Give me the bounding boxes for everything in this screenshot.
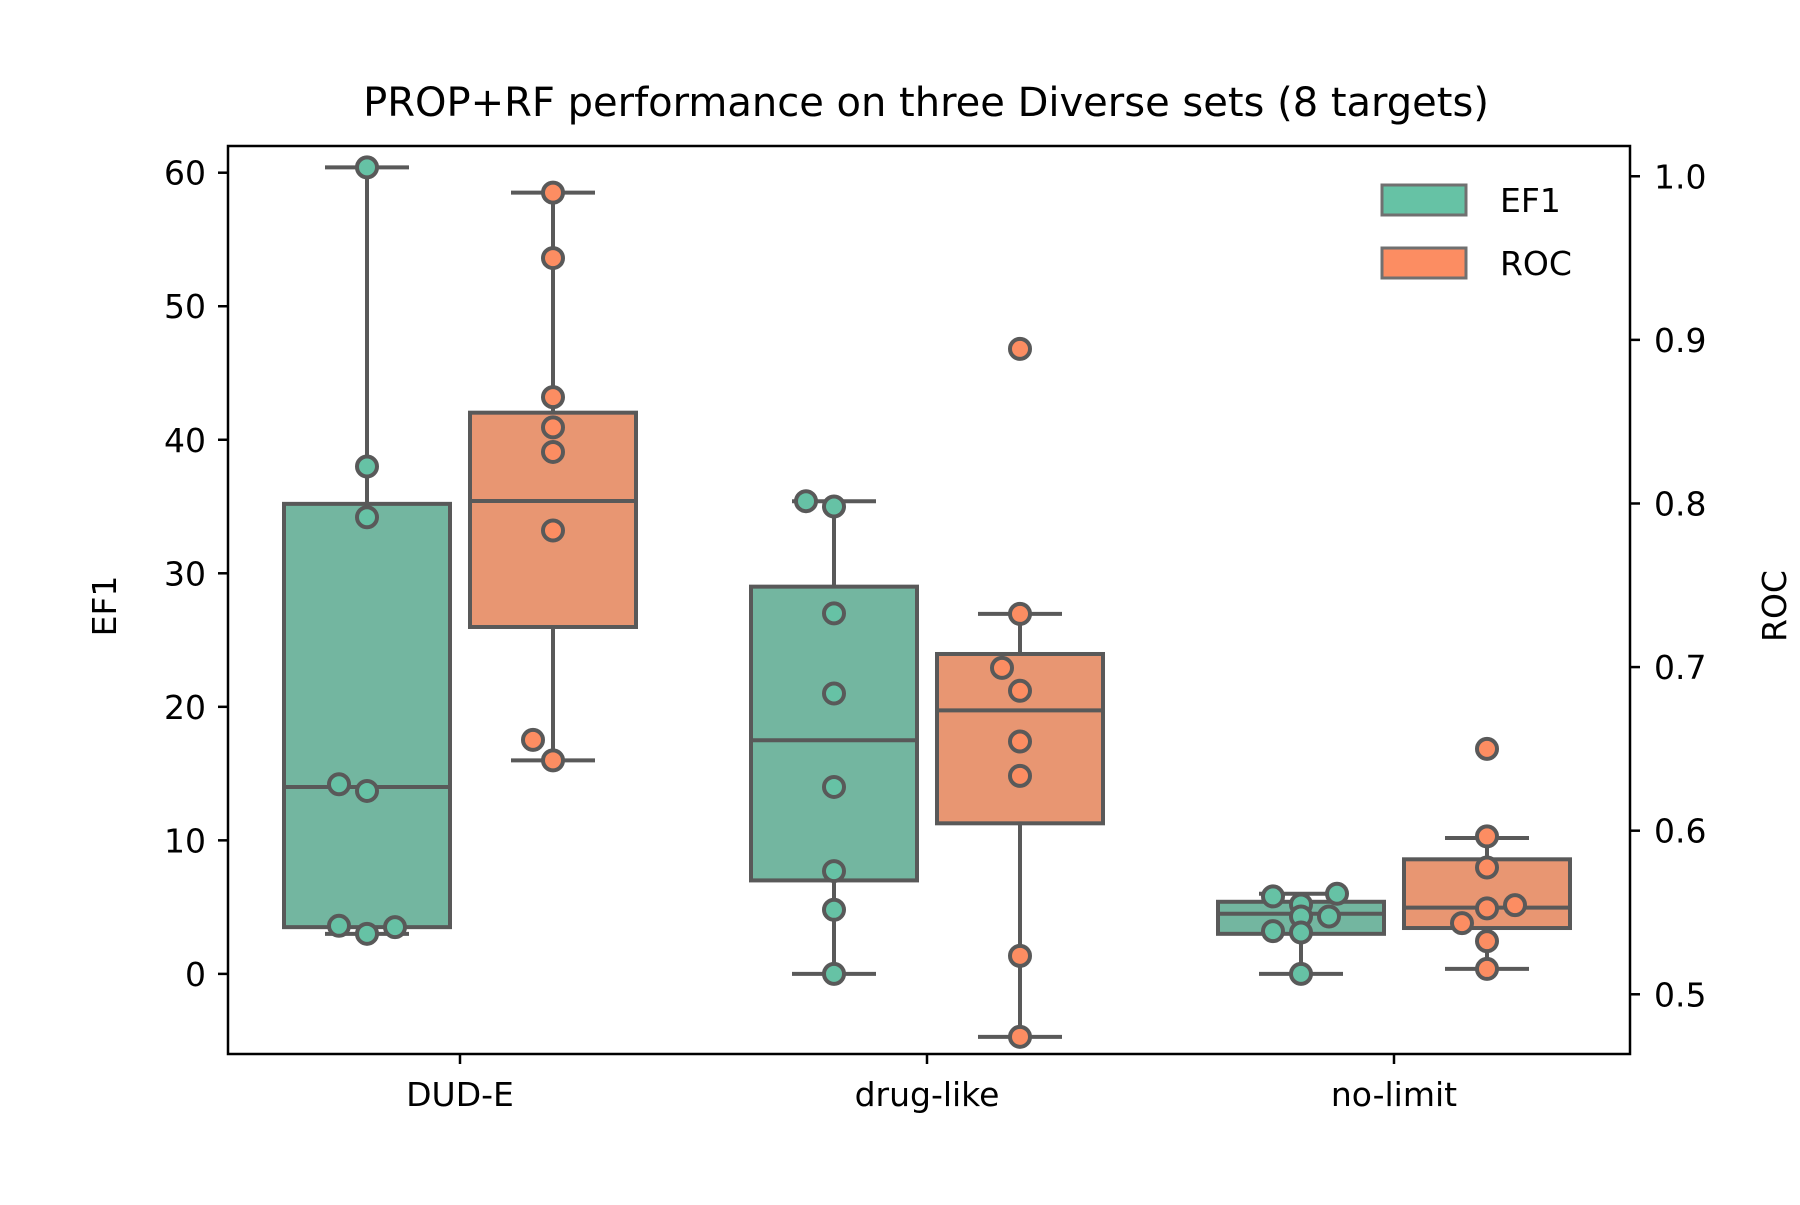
- y-tick-label: 30: [164, 554, 206, 593]
- chart-title: PROP+RF performance on three Diverse set…: [363, 80, 1489, 126]
- roc-point-drug-like: [1008, 336, 1032, 361]
- ef1-point-no-limit: [1317, 904, 1341, 929]
- roc-point-dud-e: [521, 727, 545, 752]
- legend-swatch-ef1: [1380, 183, 1468, 217]
- y2-axis-label: ROC: [1755, 570, 1794, 642]
- roc-point-dud-e: [541, 748, 565, 773]
- legend-label-roc: ROC: [1500, 244, 1572, 283]
- roc-point-no-limit: [1503, 893, 1527, 918]
- legend-swatch-roc: [1380, 246, 1468, 280]
- y-tick-label: 50: [164, 287, 206, 326]
- ef1-point-dud-e: [355, 921, 379, 946]
- plot-area: [282, 155, 1572, 1049]
- ef1-point-no-limit: [1261, 884, 1285, 909]
- ef1-box-dud-e: [282, 501, 452, 930]
- y2-tick-label: 1.0: [1654, 157, 1706, 196]
- roc-point-dud-e: [541, 246, 565, 271]
- roc-point-no-limit: [1475, 929, 1499, 954]
- ef1-box-drug-like: [749, 584, 919, 883]
- ef1-point-no-limit: [1261, 919, 1285, 944]
- ef1-point-dud-e: [355, 155, 379, 180]
- y-axis-label: EF1: [85, 576, 124, 637]
- ef1-point-dud-e: [383, 915, 407, 940]
- ef1-point-dud-e: [355, 454, 379, 479]
- ef1-point-drug-like: [822, 494, 846, 519]
- roc-point-dud-e: [541, 439, 565, 464]
- roc-point-drug-like: [1008, 943, 1032, 968]
- roc-point-drug-like: [1008, 678, 1032, 703]
- ef1-point-drug-like: [822, 681, 846, 706]
- roc-point-dud-e: [541, 518, 565, 543]
- roc-point-dud-e: [541, 415, 565, 440]
- y2-tick-label: 0.5: [1654, 975, 1706, 1014]
- plot-frame: [226, 144, 1632, 1056]
- ef1-point-drug-like: [822, 774, 846, 799]
- y-tick-label: 10: [164, 821, 206, 860]
- x-tick-label: DUD-E: [406, 1075, 514, 1114]
- ef1-point-dud-e: [355, 505, 379, 530]
- ef1-point-no-limit: [1325, 881, 1349, 906]
- ef1-point-drug-like: [822, 859, 846, 884]
- roc-point-no-limit: [1475, 896, 1499, 921]
- ef1-point-drug-like: [794, 489, 818, 514]
- ef1-point-dud-e: [327, 913, 351, 938]
- ef1-point-no-limit: [1289, 961, 1313, 986]
- y2-tick-label: 0.9: [1654, 321, 1706, 360]
- y-tick-label: 60: [164, 154, 206, 193]
- y-tick-label: 0: [185, 955, 206, 994]
- y-tick-label: 20: [164, 688, 206, 727]
- roc-point-no-limit: [1475, 736, 1499, 761]
- axes: 0 10 20 30 40 50 60 0.5 0.6 0.7 0.8 0.9 1.0 DUD-E drug…: [164, 144, 1706, 1114]
- y-tick-label: 40: [164, 421, 206, 460]
- x-tick-label: no-limit: [1331, 1075, 1457, 1114]
- ef1-point-dud-e: [355, 778, 379, 803]
- y2-tick-label: 0.6: [1654, 812, 1706, 851]
- legend-label-ef1: EF1: [1500, 181, 1561, 220]
- roc-point-no-limit: [1475, 824, 1499, 849]
- roc-point-no-limit: [1475, 855, 1499, 880]
- legend: EF1 ROC: [1380, 181, 1572, 283]
- ef1-point-drug-like: [822, 961, 846, 986]
- ef1-point-drug-like: [822, 601, 846, 626]
- ef1-point-no-limit: [1289, 920, 1313, 945]
- roc-point-drug-like: [990, 655, 1014, 680]
- roc-point-drug-like: [1008, 601, 1032, 626]
- ef1-point-dud-e: [327, 772, 351, 797]
- roc-point-dud-e: [541, 180, 565, 205]
- roc-point-drug-like: [1008, 729, 1032, 754]
- roc-point-no-limit: [1475, 956, 1499, 981]
- roc-point-dud-e: [541, 385, 565, 410]
- roc-point-drug-like: [1008, 763, 1032, 788]
- x-tick-label: drug-like: [855, 1075, 1000, 1114]
- roc-point-no-limit: [1450, 911, 1474, 936]
- ef1-point-drug-like: [822, 897, 846, 922]
- roc-point-drug-like: [1008, 1024, 1032, 1049]
- y2-tick-label: 0.7: [1654, 648, 1706, 687]
- y2-tick-label: 0.8: [1654, 484, 1706, 523]
